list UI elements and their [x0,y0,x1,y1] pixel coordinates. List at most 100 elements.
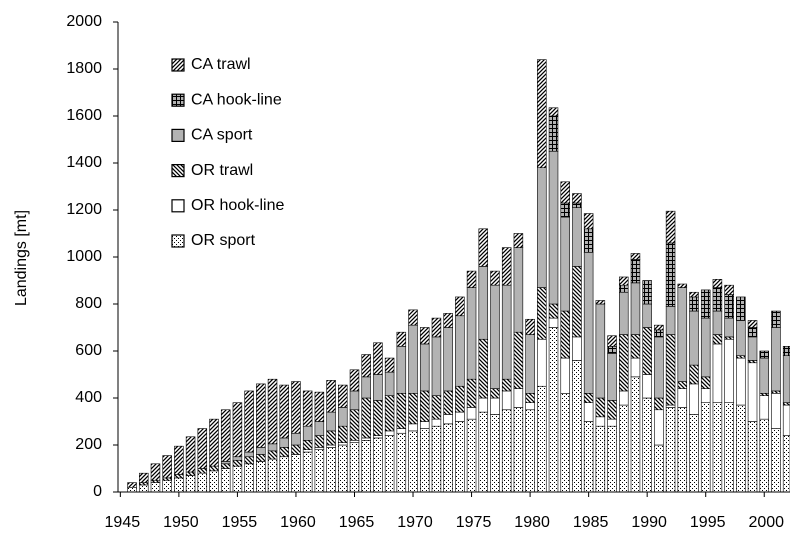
bar-segment [197,472,208,493]
bar-segment [583,252,594,394]
x-tick-label: 1980 [514,514,550,531]
bar-segment [607,400,617,420]
y-tick-label: 1400 [66,154,102,171]
bar-segment [560,202,570,218]
bar-segment [443,423,453,493]
bar-segment [759,392,769,396]
y-tick-label: 800 [75,295,102,312]
bar-segment [501,284,512,380]
legend-swatch [171,128,185,142]
bar-segment [537,59,547,168]
bar-segment [782,345,790,356]
bar-segment [572,202,582,208]
bar-segment [490,284,500,389]
x-tick-label: 1975 [456,514,492,531]
bar-segment [431,425,442,493]
bar-segment [490,270,500,286]
bar-segment [700,289,711,319]
legend-label: CA trawl [191,56,251,73]
bar-segment [361,376,371,399]
bar-segment [560,181,570,204]
bar-segment [220,409,231,462]
bar-segment [595,425,606,493]
bar-segment [583,421,594,493]
x-tick-label: 2000 [748,514,784,531]
bar-segment [408,423,418,432]
bar-segment [127,482,137,488]
bar-segment [338,407,348,427]
x-tick-label: 1945 [105,514,141,531]
bar-segment [338,444,348,493]
bar-segment [513,233,524,248]
bar-segment [560,357,570,394]
bar-segment [642,327,652,375]
bar-segment [256,447,266,455]
bar-segment [665,306,676,335]
bar-segment [513,247,524,333]
bar-segment [408,324,418,394]
bar-segment [197,428,208,469]
bar-segment [314,435,325,448]
bar-segment [677,283,688,288]
bar-segment [677,407,688,493]
bar-segment [642,397,652,493]
bar-segment [654,397,664,411]
bar-segment [513,331,524,389]
bar-segment [291,432,301,446]
bar-segment [408,309,418,326]
bar-segment [583,402,594,422]
bar-segment [689,296,699,312]
bar-segment [361,439,371,493]
y-tick-label: 200 [75,436,102,453]
bar-segment [607,425,617,493]
bar-segment [279,384,289,439]
bar-segment [537,287,547,340]
bar-segment [279,447,289,458]
bar-segment [665,334,676,406]
bar-segment [466,378,477,408]
bar-segment [162,455,172,479]
bar-segment [302,449,313,453]
bar-segment [232,456,243,461]
x-tick-label: 1965 [339,514,375,531]
bar-segment [361,397,371,439]
bar-segment [150,463,161,481]
bar-segment [361,437,371,441]
y-tick-label: 1600 [66,107,102,124]
bar-segment [525,318,535,335]
bar-segment [771,428,781,493]
bar-segment [373,342,383,375]
bar-segment [244,451,254,458]
bar-segment [572,266,582,338]
legend-label: CA hook-line [191,91,282,108]
bar-segment [197,468,208,474]
bar-segment [349,439,360,443]
bar-segment [782,435,790,493]
bar-segment [408,392,418,425]
y-tick-label: 1800 [66,60,102,77]
bar-segment [607,418,617,427]
bar-segment [326,447,336,493]
bar-segment [220,463,231,469]
bar-segment [232,459,243,467]
bar-segment [338,384,348,408]
bar-segment [396,331,407,347]
bar-segment [572,193,582,204]
bar-segment [619,284,629,293]
bar-segment [162,477,172,481]
bar-segment [759,418,769,493]
bar-segment [689,364,699,385]
y-tick-label: 600 [75,342,102,359]
bar-segment [771,310,781,328]
bar-segment [185,436,196,473]
bar-segment [349,409,360,441]
bar-segment [782,404,790,436]
bar-segment [150,479,161,483]
bar-segment [396,392,407,429]
bar-segment [747,327,758,338]
bar-segment [630,253,641,260]
bar-segment [455,411,465,422]
bar-segment [501,390,512,411]
bar-segment [396,345,407,394]
bar-segment [700,388,711,404]
